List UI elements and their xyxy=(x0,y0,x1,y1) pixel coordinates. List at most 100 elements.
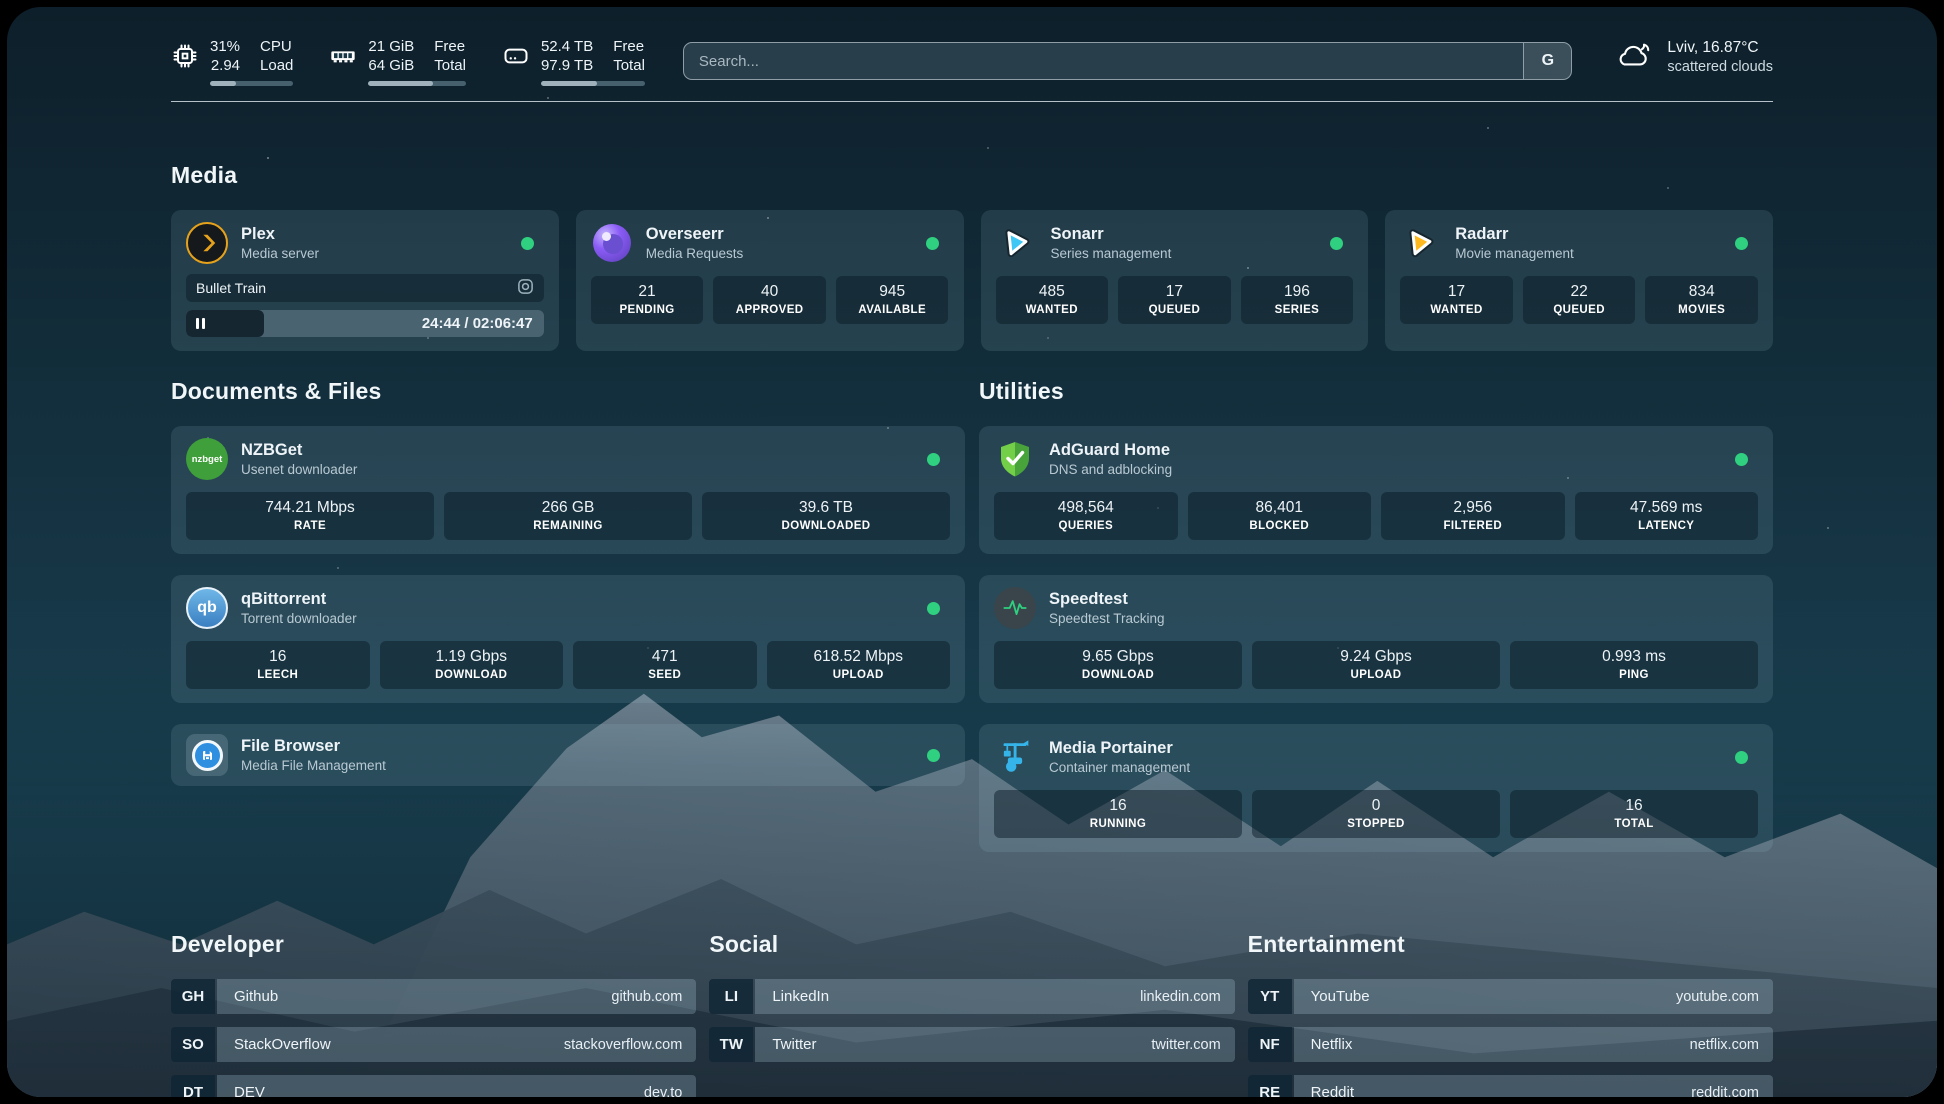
stat-latency: 47.569 ms LATENCY xyxy=(1574,492,1758,540)
stat-movies: 834 MOVIES xyxy=(1645,276,1758,324)
memory-total-value: 64 GiB xyxy=(368,57,415,74)
memory-icon xyxy=(329,42,357,86)
cpu-load-value: 2.94 xyxy=(210,57,241,74)
app-card-filebrowser[interactable]: File Browser Media File Management xyxy=(171,724,965,786)
stat-series: 196 SERIES xyxy=(1240,276,1354,324)
stat-seed: 471 SEED xyxy=(573,641,757,689)
stackoverflow-abbr-icon: SO xyxy=(171,1027,215,1062)
stat-stopped: 0 STOPPED xyxy=(1252,790,1500,838)
stat-pending: 21 PENDING xyxy=(590,276,704,324)
app-card-plex[interactable]: Plex Media server Bullet Train xyxy=(171,210,559,351)
app-name: NZBGet xyxy=(241,441,303,459)
twitter-abbr-icon: TW xyxy=(709,1027,754,1062)
portainer-icon xyxy=(994,736,1036,778)
plex-icon xyxy=(186,222,228,264)
stat-queued: 17 QUEUED xyxy=(1118,276,1231,324)
status-online-dot xyxy=(520,236,534,250)
weather-widget[interactable]: Lviv, 16.87°C scattered clouds xyxy=(1614,39,1773,75)
status-online-dot xyxy=(1330,236,1344,250)
app-description: Media server xyxy=(241,246,320,261)
stat-available: 945 AVAILABLE xyxy=(835,276,949,324)
playback-progress-bar: 24:44 / 02:06:47 xyxy=(186,310,544,337)
stat-upload: 9.24 Gbps UPLOAD xyxy=(1252,641,1500,689)
disk-total-label: Total xyxy=(613,57,645,74)
now-playing-title: Bullet Train xyxy=(196,280,267,296)
stat-filtered: 2,956 FILTERED xyxy=(1381,492,1565,540)
stat-leech: 16 LEECH xyxy=(186,641,370,689)
overseerr-icon xyxy=(591,222,633,264)
filebrowser-icon xyxy=(186,734,228,776)
app-card-qbittorrent[interactable]: qb qBittorrent Torrent downloader 16 LEEC… xyxy=(171,575,965,703)
status-online-dot xyxy=(925,236,939,250)
link-youtube[interactable]: YT YouTube youtube.com xyxy=(1247,979,1773,1014)
memory-free-value: 21 GiB xyxy=(368,38,415,55)
app-description: Torrent downloader xyxy=(241,611,357,626)
disk-usage-bar xyxy=(540,81,645,86)
weather-condition: scattered clouds xyxy=(1667,59,1773,75)
dev-abbr-icon: DT xyxy=(171,1075,215,1097)
disk-free-value: 52.4 TB xyxy=(540,38,594,55)
section-title-developer: Developer xyxy=(171,931,285,957)
stat-running: 16 RUNNING xyxy=(994,790,1242,838)
app-card-nzbget[interactable]: nzbget NZBGet Usenet downloader 744.21 M… xyxy=(171,426,965,554)
stat-remaining: 266 GB REMAINING xyxy=(444,492,692,540)
weather-location-temp: Lviv, 16.87°C xyxy=(1667,39,1759,56)
cpu-usage-bar xyxy=(210,81,294,86)
status-online-dot xyxy=(927,452,940,466)
disk-stat-widget: 52.4 TB 97.9 TB Free Total xyxy=(502,37,645,86)
memory-usage-bar xyxy=(368,81,466,86)
dashboard-page: 31% 2.94 CPU Load xyxy=(7,7,1937,1097)
status-online-dot xyxy=(927,748,940,762)
cloud-icon xyxy=(1614,40,1654,75)
reddit-abbr-icon: RE xyxy=(1247,1075,1292,1097)
adguard-icon xyxy=(994,438,1036,480)
cpu-stat-widget: 31% 2.94 CPU Load xyxy=(171,37,294,86)
app-description: Speedtest Tracking xyxy=(1049,611,1165,626)
stat-download: 1.19 Gbps DOWNLOAD xyxy=(379,641,563,689)
search-input[interactable] xyxy=(683,43,1524,79)
link-linkedin[interactable]: LI LinkedIn linkedin.com xyxy=(709,979,1235,1014)
app-name: Sonarr xyxy=(1050,225,1104,243)
link-reddit[interactable]: RE Reddit reddit.com xyxy=(1247,1075,1773,1097)
disk-free-label: Free xyxy=(613,38,645,55)
cpu-load-label: Load xyxy=(260,57,294,74)
link-dev[interactable]: DT DEV dev.to xyxy=(171,1075,697,1097)
app-name: File Browser xyxy=(241,737,341,755)
sonarr-icon xyxy=(996,222,1038,264)
stat-queries: 498,564 QUERIES xyxy=(994,492,1178,540)
app-description: Media File Management xyxy=(241,758,386,773)
app-card-portainer[interactable]: Media Portainer Container management 16 R… xyxy=(979,724,1773,852)
app-name: Overseerr xyxy=(645,225,724,243)
link-netflix[interactable]: NF Netflix netflix.com xyxy=(1247,1027,1773,1062)
app-card-overseerr[interactable]: Overseerr Media Requests 21 PENDING 40 APP… xyxy=(575,210,964,351)
playback-time: 24:44 / 02:06:47 xyxy=(421,315,533,332)
stat-queued: 22 QUEUED xyxy=(1522,276,1636,324)
stat-wanted: 17 WANTED xyxy=(1400,276,1513,324)
stat-download: 9.65 Gbps DOWNLOAD xyxy=(994,641,1242,689)
cpu-icon xyxy=(171,42,199,86)
link-stackoverflow[interactable]: SO StackOverflow stackoverflow.com xyxy=(171,1027,697,1062)
search-engine-button[interactable]: G xyxy=(1523,43,1572,79)
app-name: Plex xyxy=(241,225,275,243)
app-description: Movie management xyxy=(1455,246,1574,261)
disk-total-value: 97.9 TB xyxy=(540,57,594,74)
section-title-media: Media xyxy=(171,162,238,188)
app-description: Usenet downloader xyxy=(241,462,358,477)
app-name: Media Portainer xyxy=(1049,739,1173,757)
stat-rate: 744.21 Mbps RATE xyxy=(186,492,434,540)
netflix-abbr-icon: NF xyxy=(1247,1027,1292,1062)
app-name: AdGuard Home xyxy=(1049,441,1171,459)
app-description: Series management xyxy=(1050,246,1172,261)
link-github[interactable]: GH Github github.com xyxy=(171,979,697,1014)
stat-downloaded: 39.6 TB DOWNLOADED xyxy=(702,492,950,540)
app-card-radarr[interactable]: Radarr Movie management 17 WANTED 22 QUEUE… xyxy=(1385,210,1773,351)
section-title-social: Social xyxy=(709,931,779,957)
linkedin-abbr-icon: LI xyxy=(709,979,754,1014)
app-card-speedtest[interactable]: Speedtest Speedtest Tracking 9.65 Gbps DO… xyxy=(979,575,1773,703)
link-twitter[interactable]: TW Twitter twitter.com xyxy=(709,1027,1235,1062)
app-card-sonarr[interactable]: Sonarr Series management 485 WANTED 17 QUE… xyxy=(980,210,1369,351)
youtube-abbr-icon: YT xyxy=(1247,979,1292,1014)
app-card-adguard[interactable]: AdGuard Home DNS and adblocking 498,564 Q… xyxy=(979,426,1773,554)
app-name: qBittorrent xyxy=(241,590,327,608)
stat-ping: 0.993 ms PING xyxy=(1510,641,1758,689)
